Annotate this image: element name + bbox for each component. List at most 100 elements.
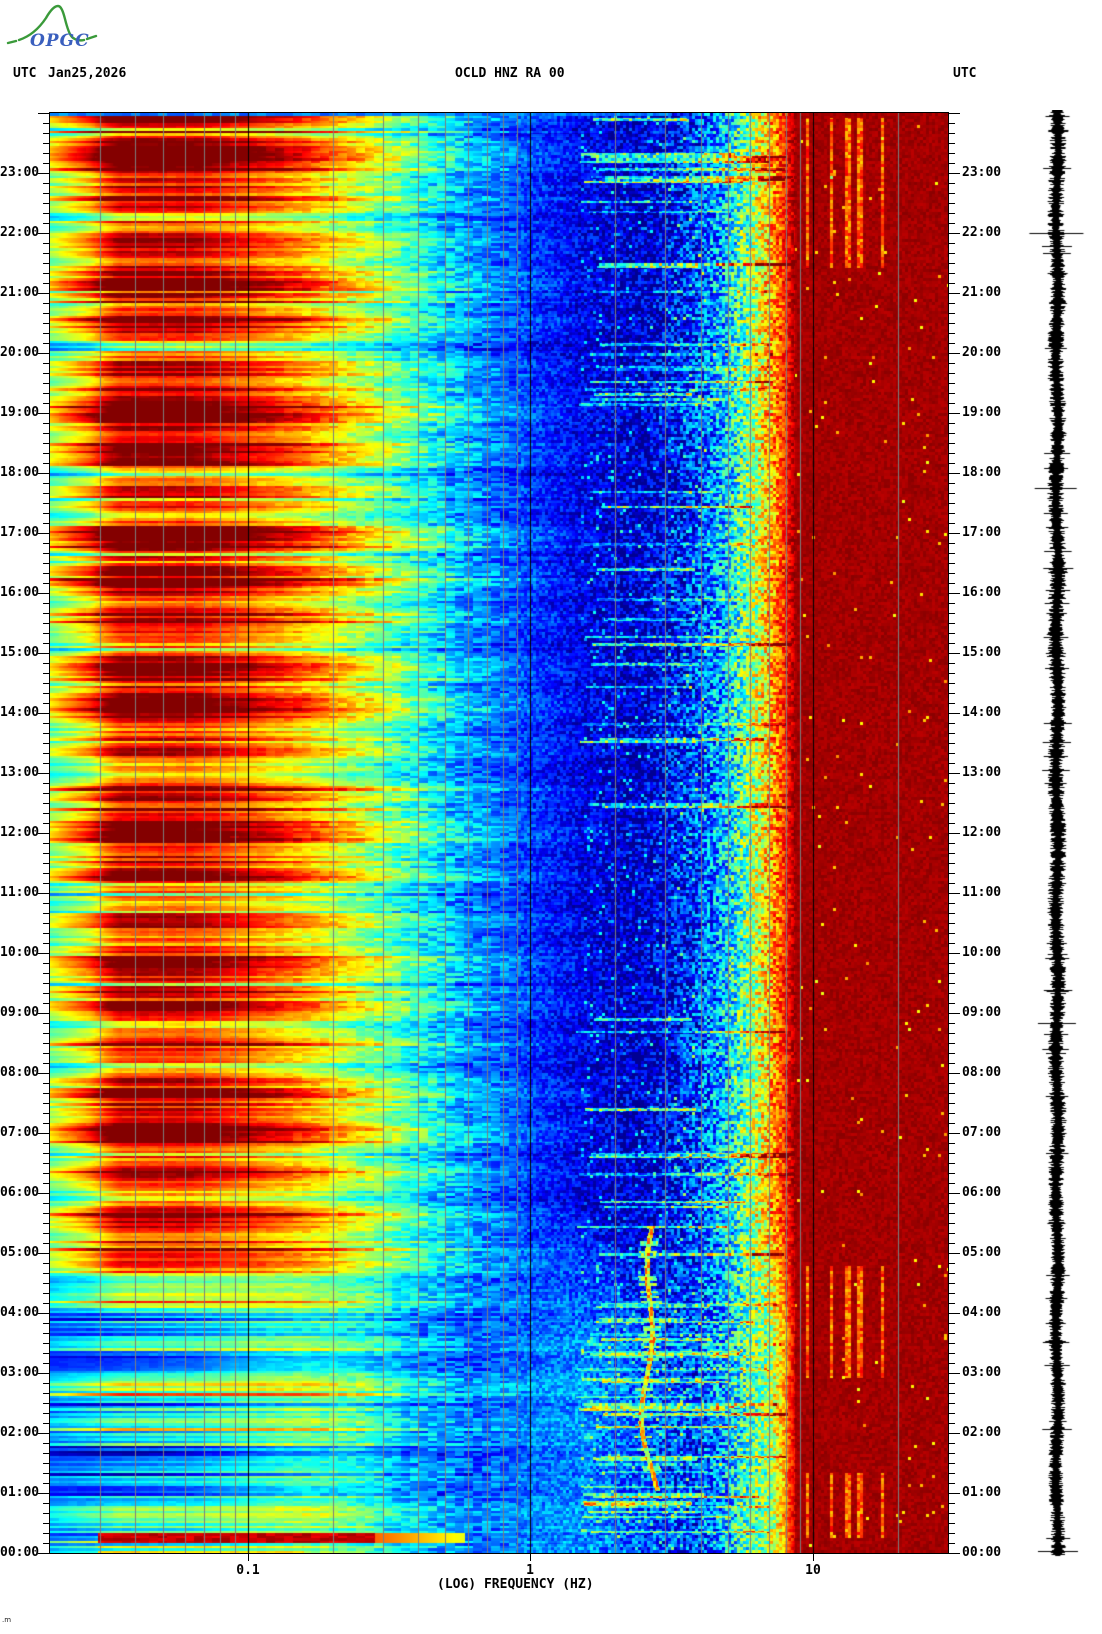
y-tick <box>43 613 50 614</box>
y-tick <box>948 223 955 224</box>
y-tick <box>948 123 955 124</box>
y-tick <box>948 983 955 984</box>
y-tick <box>43 1183 50 1184</box>
y-tick <box>43 583 50 584</box>
y-tick-label-right: 12:00 <box>962 825 1002 840</box>
y-tick <box>43 1403 50 1404</box>
y-tick <box>43 1473 50 1474</box>
y-tick <box>43 1233 50 1234</box>
y-tick <box>43 253 50 254</box>
utc-label-left: UTC <box>13 66 37 81</box>
y-tick <box>43 1303 50 1304</box>
spectrogram-canvas <box>50 113 948 1553</box>
y-tick <box>43 1513 50 1514</box>
y-tick <box>43 1153 50 1154</box>
y-tick <box>43 1063 50 1064</box>
y-tick <box>43 1083 50 1084</box>
y-tick <box>43 723 50 724</box>
y-tick <box>948 433 955 434</box>
y-tick <box>948 523 955 524</box>
y-tick <box>948 1193 960 1194</box>
y-tick <box>43 183 50 184</box>
y-tick <box>948 1403 955 1404</box>
y-tick <box>43 1163 50 1164</box>
y-tick <box>43 1213 50 1214</box>
y-tick <box>43 1043 50 1044</box>
y-tick <box>948 423 955 424</box>
y-tick <box>43 673 50 674</box>
y-tick <box>43 493 50 494</box>
y-tick <box>43 1113 50 1114</box>
y-tick <box>948 1373 960 1374</box>
y-tick <box>43 143 50 144</box>
y-tick <box>43 1483 50 1484</box>
y-tick <box>948 1413 955 1414</box>
y-tick <box>948 193 955 194</box>
y-tick <box>43 913 50 914</box>
y-tick <box>43 313 50 314</box>
y-tick <box>38 113 50 114</box>
y-tick <box>948 1243 955 1244</box>
y-tick <box>43 663 50 664</box>
y-tick <box>43 783 50 784</box>
y-tick <box>948 903 955 904</box>
y-tick <box>948 1383 955 1384</box>
y-tick <box>948 663 955 664</box>
y-tick <box>948 1043 955 1044</box>
logo-mountain-icon <box>6 4 98 45</box>
x-tick-label: 0.1 <box>236 1563 260 1578</box>
y-tick <box>43 1173 50 1174</box>
y-tick <box>43 433 50 434</box>
y-tick <box>948 623 955 624</box>
y-tick <box>43 603 50 604</box>
y-tick <box>948 1033 955 1034</box>
y-tick <box>948 813 955 814</box>
y-tick-label-left: 15:00 <box>0 645 40 660</box>
y-tick <box>948 1473 955 1474</box>
y-tick <box>948 1523 955 1524</box>
y-tick <box>948 1023 955 1024</box>
y-tick <box>948 143 955 144</box>
y-tick-label-right: 17:00 <box>962 525 1002 540</box>
y-tick <box>948 1423 955 1424</box>
y-tick <box>948 1183 955 1184</box>
y-tick <box>43 843 50 844</box>
y-tick <box>948 823 955 824</box>
y-tick <box>43 1223 50 1224</box>
y-tick-label-left: 14:00 <box>0 705 40 720</box>
y-tick <box>38 1073 50 1074</box>
y-tick <box>43 1343 50 1344</box>
y-tick <box>948 273 955 274</box>
y-tick <box>948 1053 955 1054</box>
y-tick-label-left: 20:00 <box>0 345 40 360</box>
y-tick <box>948 553 955 554</box>
y-tick <box>948 753 955 754</box>
y-tick <box>948 503 955 504</box>
y-tick <box>948 1073 960 1074</box>
y-tick <box>948 353 960 354</box>
y-tick <box>43 963 50 964</box>
y-tick <box>948 743 955 744</box>
y-tick <box>38 1313 50 1314</box>
y-tick <box>948 883 955 884</box>
y-tick <box>43 123 50 124</box>
y-tick <box>38 413 50 414</box>
y-tick <box>43 323 50 324</box>
y-tick-label-left: 08:00 <box>0 1065 40 1080</box>
y-tick <box>43 1123 50 1124</box>
y-tick <box>43 133 50 134</box>
y-tick-label-left: 12:00 <box>0 825 40 840</box>
y-tick <box>948 833 960 834</box>
y-tick <box>43 573 50 574</box>
y-tick-label-right: 03:00 <box>962 1365 1002 1380</box>
x-tick-label: 1 <box>526 1563 534 1578</box>
y-tick <box>948 1513 955 1514</box>
y-tick-label-right: 04:00 <box>962 1305 1002 1320</box>
y-tick <box>948 1283 955 1284</box>
y-tick <box>43 863 50 864</box>
y-tick <box>43 453 50 454</box>
y-tick <box>948 113 960 114</box>
y-tick-label-left: 01:00 <box>0 1485 40 1500</box>
y-tick-label-right: 06:00 <box>962 1185 1002 1200</box>
y-tick <box>948 1493 960 1494</box>
